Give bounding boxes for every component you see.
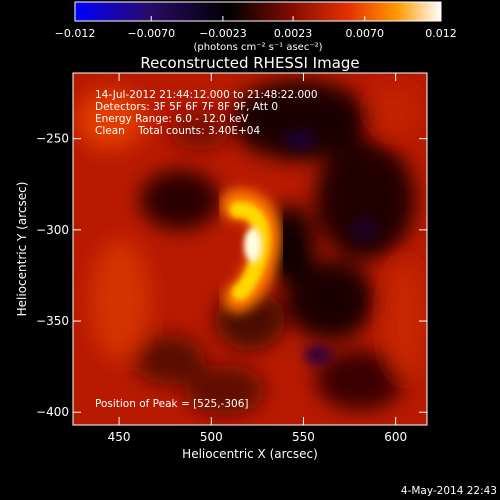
plot-frame [72, 72, 428, 426]
x-tick-label: 550 [292, 430, 315, 444]
colorbar [74, 1, 442, 22]
y-tick-label: −400 [36, 405, 69, 419]
annotation-time-range: 14-Jul-2012 21:44:12.000 to 21:48:22.000 [95, 89, 318, 101]
x-tick-label: 450 [108, 430, 131, 444]
colorbar-ticks: −0.012 −0.0070 −0.0023 0.0023 0.0070 0.012 [55, 16, 457, 40]
y-tick-label: −250 [36, 132, 69, 146]
colorbar-tick-label: 0.012 [425, 27, 457, 40]
colorbar-tick-label: −0.012 [55, 27, 96, 40]
colorbar-tick-label: −0.0070 [127, 27, 175, 40]
colorbar-tick-label: −0.0023 [199, 27, 247, 40]
annotation-detectors: Detectors: 3F 5F 6F 7F 8F 9F, Att 0 [95, 101, 278, 113]
y-axis: −250 −300 −350 −400 [36, 132, 427, 419]
x-tick-label: 600 [384, 430, 407, 444]
peak-position-label: Position of Peak = [525,-306] [95, 398, 249, 410]
y-axis-label: Heliocentric Y (arcsec) [15, 182, 29, 317]
x-axis-label: Heliocentric X (arcsec) [182, 447, 318, 461]
annotation-block: 14-Jul-2012 21:44:12.000 to 21:48:22.000… [95, 89, 318, 137]
y-tick-label: −300 [36, 223, 69, 237]
chart-title: Reconstructed RHESSI Image [140, 54, 359, 72]
timestamp: 4-May-2014 22:43 [401, 485, 497, 497]
annotation-clean-counts: Clean Total counts: 3.40E+04 [95, 125, 260, 137]
annotation-energy-range: Energy Range: 6.0 - 12.0 keV [95, 113, 249, 125]
x-tick-label: 500 [200, 430, 223, 444]
y-tick-label: −350 [36, 314, 69, 328]
colorbar-unit-label: (photons cm⁻² s⁻¹ asec⁻²) [193, 42, 322, 53]
colorbar-tick-label: 0.0070 [346, 27, 385, 40]
x-axis: 450 500 550 600 [108, 73, 407, 444]
colorbar-tick-label: 0.0023 [274, 27, 313, 40]
heatmap-image [73, 73, 427, 425]
